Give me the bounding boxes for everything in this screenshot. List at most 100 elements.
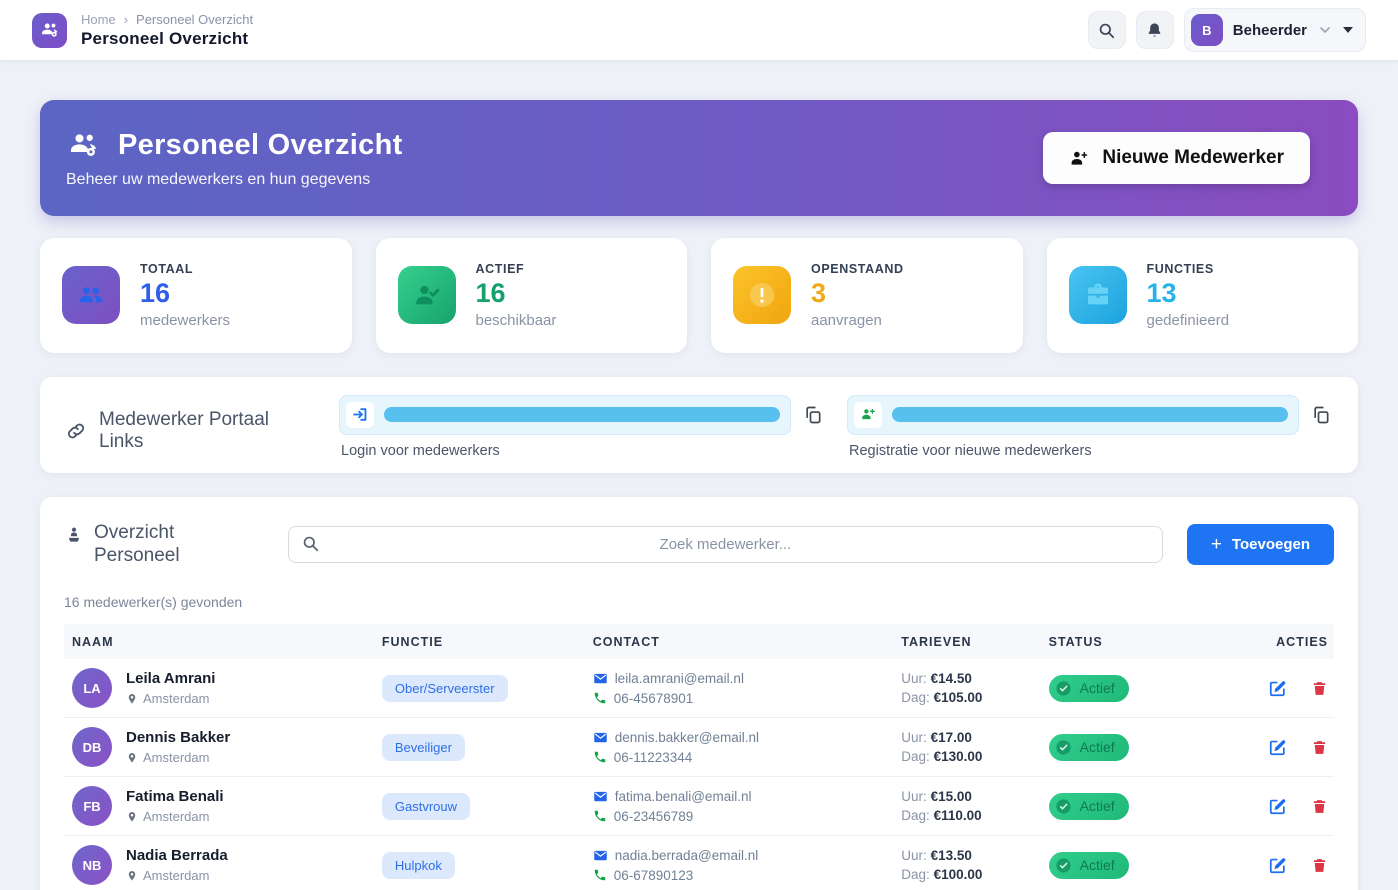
login-link-group: Login voor medewerkers (339, 394, 825, 459)
delete-button[interactable] (1311, 738, 1328, 757)
add-employee-button[interactable]: + Toevoegen (1186, 523, 1334, 565)
role-badge: Beveiliger (381, 733, 465, 761)
stat-caption: aanvragen (811, 311, 882, 329)
edit-button[interactable] (1268, 738, 1287, 757)
copy-registration-link-button[interactable] (1309, 403, 1333, 427)
link-icon (65, 420, 87, 442)
login-link-field[interactable] (339, 394, 791, 435)
login-link-redacted-url (384, 407, 780, 423)
breadcrumb: Home › Personeel Overzicht (81, 12, 253, 27)
employee-city: Amsterdam (143, 809, 210, 825)
registration-link-group: Registratie voor nieuwe medewerkers (847, 394, 1333, 459)
users-icon (62, 266, 120, 325)
hour-rate-value: €14.50 (930, 671, 972, 687)
trash-icon (1311, 856, 1328, 875)
new-employee-button[interactable]: Nieuwe Medewerker (1043, 132, 1310, 184)
users-gear-icon (39, 19, 61, 41)
new-employee-label: Nieuwe Medewerker (1102, 147, 1284, 168)
hour-rate-label: Uur: (901, 671, 927, 687)
hour-rate-value: €13.50 (930, 848, 972, 864)
stat-label: OPENSTAAND (811, 262, 904, 276)
stat-caption: medewerkers (140, 311, 231, 329)
table-row: NB Nadia Berrada Amsterdam Hulpkok nadia… (64, 836, 1334, 890)
personnel-table: NAAM FUNCTIE CONTACT TARIEVEN STATUS ACT… (40, 624, 1358, 890)
edit-icon (1268, 679, 1287, 698)
role-badge: Hulpkok (381, 851, 455, 879)
edit-button[interactable] (1268, 856, 1287, 875)
stat-caption: gedefinieerd (1146, 311, 1230, 329)
portal-links-card: Medewerker Portaal Links Login voor mede… (40, 376, 1358, 473)
avatar: LA (72, 668, 112, 709)
avatar: FB (72, 786, 112, 827)
delete-button[interactable] (1311, 856, 1328, 875)
breadcrumb-home[interactable]: Home (81, 11, 116, 27)
phone-icon (593, 691, 607, 705)
chevron-down-icon (1317, 22, 1333, 38)
edit-button[interactable] (1268, 679, 1287, 698)
map-pin-icon (126, 811, 138, 823)
exclamation-icon (733, 266, 791, 325)
envelope-icon (593, 789, 608, 804)
app-logo[interactable] (32, 12, 67, 48)
delete-button[interactable] (1311, 797, 1328, 816)
breadcrumb-separator: › (123, 11, 129, 27)
column-header-functie: FUNCTIE (381, 634, 444, 649)
delete-button[interactable] (1311, 679, 1328, 698)
add-employee-label: Toevoegen (1231, 535, 1310, 553)
plus-icon: + (1210, 533, 1222, 555)
stat-label: FUNCTIES (1146, 262, 1214, 276)
status-label: Actief (1079, 798, 1115, 815)
employee-city: Amsterdam (143, 691, 210, 707)
table-row: LA Leila Amrani Amsterdam Ober/Serveerst… (64, 659, 1334, 719)
status-label: Actief (1079, 680, 1115, 697)
login-link-caption: Login voor medewerkers (341, 442, 500, 459)
check-circle-icon (1055, 857, 1072, 874)
edit-button[interactable] (1268, 797, 1287, 816)
trash-icon (1311, 679, 1328, 698)
stat-label: TOTAAL (140, 262, 194, 276)
stat-value: 16 (140, 278, 171, 308)
hero-title: Personeel Overzicht (118, 128, 403, 161)
breadcrumb-current: Personeel Overzicht (136, 11, 254, 27)
employee-name: Nadia Berrada (126, 847, 228, 865)
day-rate-label: Dag: (901, 808, 930, 824)
stat-label: ACTIEF (475, 262, 525, 276)
registration-link-redacted-url (892, 407, 1288, 423)
status-badge: Actief (1048, 851, 1129, 879)
table-row: FB Fatima Benali Amsterdam Gastvrouw fat… (64, 777, 1334, 837)
role-badge: Gastvrouw (381, 792, 471, 820)
user-menu[interactable]: B Beheerder (1183, 8, 1366, 52)
column-header-status: STATUS (1048, 634, 1103, 649)
notifications-button[interactable] (1135, 11, 1174, 49)
check-circle-icon (1055, 739, 1072, 756)
users-gear-icon (66, 127, 102, 163)
user-plus-icon (1069, 148, 1090, 169)
column-header-contact: CONTACT (592, 634, 660, 649)
employee-email: fatima.benali@email.nl (614, 788, 752, 804)
status-badge: Actief (1048, 792, 1129, 820)
avatar: B (1190, 14, 1223, 46)
column-header-acties: ACTIES (1276, 634, 1328, 649)
user-plus-icon (854, 401, 882, 428)
stat-value: 3 (811, 278, 827, 308)
stat-value: 16 (475, 278, 506, 308)
employee-email: leila.amrani@email.nl (614, 670, 744, 686)
phone-icon (593, 809, 607, 823)
search-button[interactable] (1087, 11, 1126, 49)
briefcase-icon (1068, 266, 1127, 325)
column-header-naam: NAAM (72, 634, 114, 649)
hero-banner: Personeel Overzicht Beheer uw medewerker… (40, 100, 1358, 216)
employee-search-input[interactable] (288, 525, 1163, 563)
day-rate-label: Dag: (901, 749, 930, 765)
employee-email: nadia.berrada@email.nl (614, 847, 759, 863)
employee-phone: 06-11223344 (613, 749, 693, 765)
table-row: DB Dennis Bakker Amsterdam Beveiliger de… (64, 718, 1334, 778)
employee-phone: 06-23456789 (613, 808, 694, 824)
registration-link-field[interactable] (847, 394, 1299, 435)
hero-subtitle: Beheer uw medewerkers en hun gegevens (66, 171, 371, 188)
employee-phone: 06-45678901 (613, 690, 694, 706)
day-rate-value: €110.00 (933, 808, 982, 824)
phone-icon (593, 750, 607, 764)
copy-login-link-button[interactable] (801, 403, 825, 427)
table-header-row: NAAM FUNCTIE CONTACT TARIEVEN STATUS ACT… (64, 624, 1334, 660)
